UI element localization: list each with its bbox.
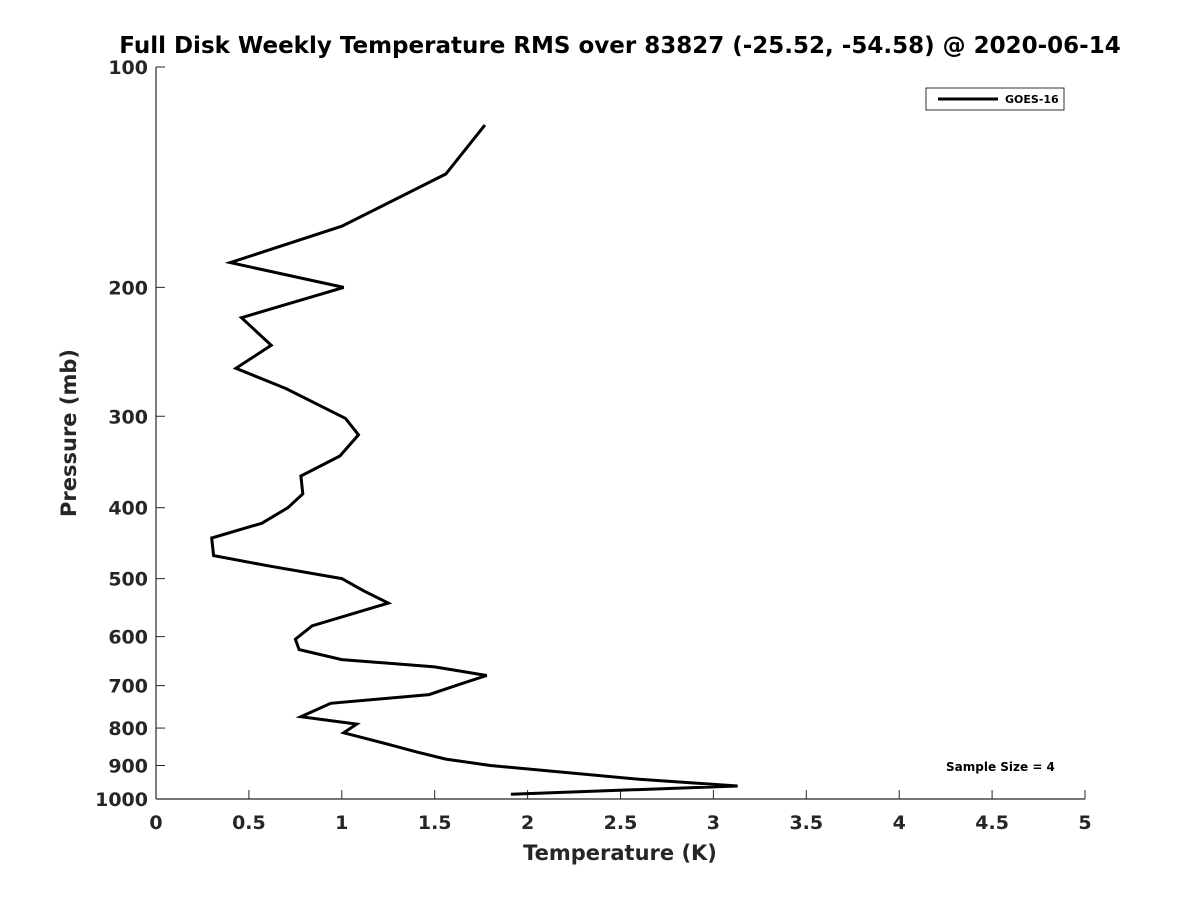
x-tick-label: 2 <box>521 812 534 834</box>
x-tick-label: 5 <box>1078 812 1091 834</box>
y-tick-label: 400 <box>108 498 148 520</box>
series-line-goes-16 <box>210 124 738 796</box>
x-tick-label: 3.5 <box>789 812 823 834</box>
x-tick-label: 2.5 <box>604 812 638 834</box>
y-tick-label: 1000 <box>95 789 148 811</box>
x-tick-label: 0 <box>149 812 162 834</box>
legend: GOES-16 <box>925 87 1065 111</box>
y-tick-label: 700 <box>108 676 148 698</box>
series-layer <box>210 124 738 796</box>
y-tick-label: 300 <box>108 406 148 428</box>
y-tick-label: 800 <box>108 718 148 740</box>
x-tick-label: 4.5 <box>975 812 1009 834</box>
x-tick-label: 3 <box>707 812 720 834</box>
y-tick-label: 200 <box>108 277 148 299</box>
legend-label-goes-16: GOES-16 <box>1005 93 1059 106</box>
x-axis-ticks: 0 0.5 1 1.5 2 2.5 3 3.5 4 4.5 5 <box>149 790 1092 834</box>
y-tick-label: 600 <box>108 627 148 649</box>
y-tick-label: 500 <box>108 569 148 591</box>
x-tick-label: 1 <box>335 812 348 834</box>
y-tick-label: 900 <box>108 756 148 778</box>
chart-title: Full Disk Weekly Temperature RMS over 83… <box>119 33 1121 59</box>
x-axis-label: Temperature (K) <box>523 841 717 865</box>
y-axis-ticks: 100 200 300 400 500 600 700 800 900 1000 <box>95 57 165 811</box>
y-tick-label: 100 <box>108 57 148 79</box>
x-tick-label: 0.5 <box>232 812 266 834</box>
x-tick-label: 4 <box>893 812 906 834</box>
x-tick-label: 1.5 <box>418 812 452 834</box>
y-axis-label: Pressure (mb) <box>57 349 81 517</box>
sample-size-annotation: Sample Size = 4 <box>946 760 1055 774</box>
plot-area <box>156 67 1085 799</box>
